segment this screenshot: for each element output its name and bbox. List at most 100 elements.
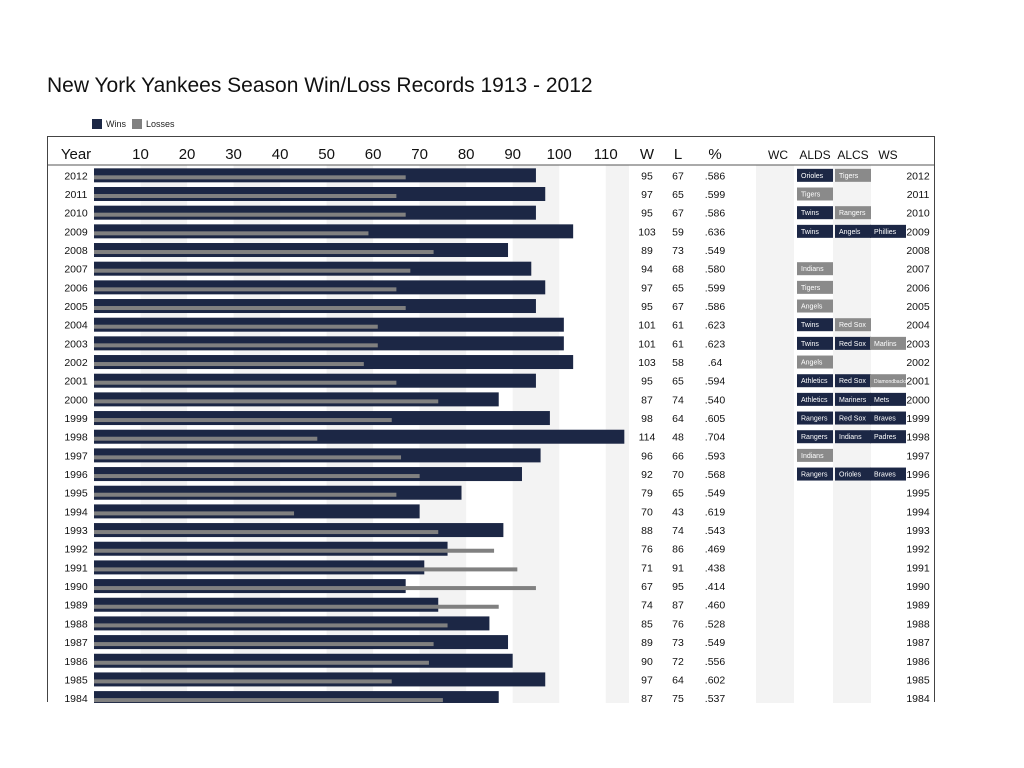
postseason-box-alcs [835, 224, 871, 238]
year-label-right: 1984 [906, 693, 930, 703]
losses-value: 65 [672, 189, 684, 201]
pct-value: .636 [705, 226, 726, 238]
wins-value: 70 [641, 506, 653, 518]
year-label: 2008 [64, 245, 88, 257]
wins-value: 85 [641, 618, 653, 630]
pct-value: .549 [705, 637, 726, 649]
pct-value: .414 [705, 581, 726, 593]
losses-value: 87 [672, 600, 684, 612]
legend: Wins Losses [92, 119, 181, 129]
losses-value: 73 [672, 245, 684, 257]
loss-bar [94, 436, 318, 441]
loss-bar [94, 567, 518, 572]
wins-value: 88 [641, 525, 653, 537]
postseason-opponent-alds: Angels [801, 360, 823, 367]
loss-bar [94, 250, 434, 255]
chart-svg: Year 10 20 30 40 50 60 70 80 90 100 110 W L% WC ALDS ALC… [48, 146, 934, 703]
losses-value: 95 [672, 581, 684, 593]
wins-value: 101 [638, 320, 656, 332]
year-label: 1985 [64, 674, 88, 686]
postseason-opponent-alds: Indians [801, 453, 824, 460]
wins-value: 95 [641, 170, 653, 182]
loss-bar [94, 362, 364, 367]
postseason-opponent-alds: Rangers [801, 472, 828, 479]
wins-value: 101 [638, 338, 656, 350]
loss-bar [94, 604, 499, 609]
year-label-right: 2007 [906, 264, 930, 276]
postseason-opponent-alcs: Red Sox [839, 416, 866, 423]
x-tick-label: 110 [594, 146, 618, 163]
postseason-opponent-ws: Diamondbacks [874, 379, 908, 385]
year-label: 2005 [64, 301, 88, 313]
wins-value: 97 [641, 282, 653, 294]
losses-value: 74 [672, 525, 684, 537]
wins-value: 95 [641, 301, 653, 313]
postseason-box-alds [797, 224, 833, 238]
losses-value: 75 [672, 693, 684, 703]
pct-value: .623 [705, 320, 726, 332]
header-alds: ALDS [799, 148, 830, 162]
year-label-right: 2000 [906, 394, 930, 406]
postseason-opponent-alds: Indians [801, 266, 824, 273]
year-label-right: 2009 [906, 226, 930, 238]
win-bar [94, 691, 499, 703]
legend-item-losses: Losses [132, 119, 175, 129]
pct-value: .549 [705, 245, 726, 257]
pct-value: .469 [705, 544, 726, 556]
year-label-right: 2005 [906, 301, 930, 313]
header-ws: WS [878, 148, 897, 162]
loss-bar [94, 418, 392, 423]
win-bar [94, 280, 546, 295]
year-label-right: 1988 [906, 618, 930, 630]
legend-swatch-losses [132, 119, 142, 129]
postseason-box-alds [797, 318, 833, 332]
year-label-right: 1987 [906, 637, 930, 649]
year-label-right: 1986 [906, 656, 930, 668]
loss-bar [94, 474, 420, 479]
postseason-box-alcs [835, 392, 871, 406]
wins-value: 103 [638, 226, 656, 238]
losses-value: 67 [672, 301, 684, 313]
pct-value: .704 [705, 432, 726, 444]
postseason-opponent-alcs: Orioles [839, 472, 862, 479]
loss-bar [94, 660, 429, 665]
year-label: 1994 [64, 506, 88, 518]
year-label-right: 2011 [907, 189, 930, 201]
pct-value: .543 [705, 525, 726, 537]
loss-bar [94, 511, 295, 516]
postseason-box-alcs [835, 374, 871, 388]
pct-value: .438 [705, 562, 726, 574]
pct-value: .623 [705, 338, 726, 350]
year-label: 2004 [64, 320, 88, 332]
header-pct: % [708, 146, 721, 163]
postseason-opponent-alds: Athletics [801, 397, 828, 404]
x-tick-label: 50 [318, 146, 335, 163]
pct-value: .568 [705, 469, 726, 481]
losses-value: 43 [672, 506, 684, 518]
header-l: L [674, 146, 682, 163]
wins-value: 96 [641, 450, 653, 462]
postseason-opponent-alds: Athletics [801, 378, 828, 385]
year-label: 1996 [64, 469, 88, 481]
year-label: 2006 [64, 282, 88, 294]
loss-bar [94, 623, 448, 628]
loss-bar [94, 642, 434, 647]
postseason-opponent-ws: Braves [874, 416, 896, 423]
year-label: 1993 [64, 525, 88, 537]
wins-value: 87 [641, 394, 653, 406]
losses-value: 68 [672, 264, 684, 276]
pct-value: .549 [705, 488, 726, 500]
postseason-opponent-alcs: Red Sox [839, 378, 866, 385]
postseason-opponent-ws: Braves [874, 472, 896, 479]
win-bar [94, 635, 509, 650]
year-label: 1992 [64, 544, 88, 556]
pct-value: .586 [705, 208, 726, 220]
year-label-right: 1989 [906, 600, 930, 612]
year-label: 1998 [64, 432, 88, 444]
x-tick-label: 70 [411, 146, 428, 163]
legend-swatch-wins [92, 119, 102, 129]
loss-bar [94, 212, 406, 217]
postseason-opponent-alds: Tigers [801, 285, 821, 292]
year-label-right: 2002 [906, 357, 930, 369]
pct-value: .556 [705, 656, 726, 668]
